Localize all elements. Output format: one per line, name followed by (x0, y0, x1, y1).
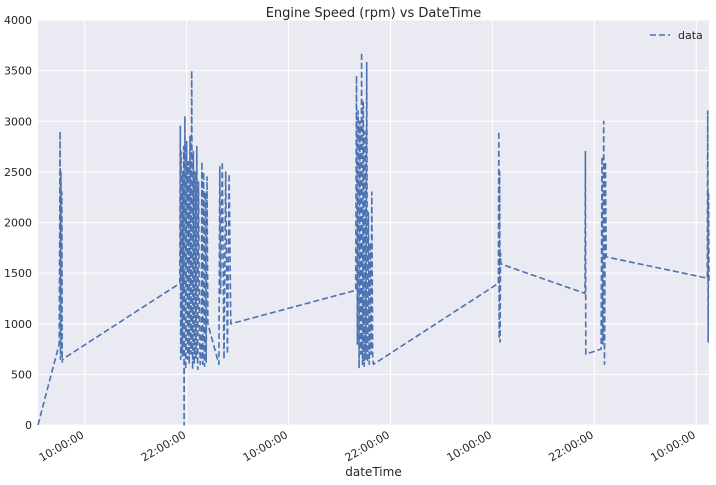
y-tick-label: 3000 (4, 115, 32, 128)
y-tick-label: 500 (11, 368, 32, 381)
y-tick-label: 2500 (4, 166, 32, 179)
y-tick-label: 4000 (4, 14, 32, 27)
y-tick-label: 3500 (4, 65, 32, 78)
y-tick-label: 0 (25, 419, 32, 432)
x-tick-label: 10:00:00 (445, 428, 494, 464)
y-tick-label: 2000 (4, 217, 32, 230)
series-line-data (37, 51, 710, 426)
x-tick-label: 10:00:00 (648, 428, 697, 464)
series-layer (37, 51, 710, 426)
x-tick-label: 22:00:00 (343, 428, 392, 464)
chart-title: Engine Speed (rpm) vs DateTime (266, 6, 482, 21)
y-tick-labels: 0 500 1000 1500 2000 2500 3000 3500 4000 (4, 14, 32, 432)
x-tick-label: 10:00:00 (37, 428, 86, 464)
x-tick-labels: 10:00:00 22:00:00 10:00:00 22:00:00 10:00:00… (37, 428, 698, 464)
x-tick-label: 10:00:00 (241, 428, 290, 464)
x-tick-label: 22:00:00 (139, 428, 188, 464)
legend: data (650, 29, 703, 42)
legend-label: data (678, 29, 703, 42)
x-tick-label: 22:00:00 (547, 428, 596, 464)
x-axis-label: dateTime (345, 465, 401, 479)
y-tick-label: 1500 (4, 267, 32, 280)
y-tick-label: 1000 (4, 318, 32, 331)
